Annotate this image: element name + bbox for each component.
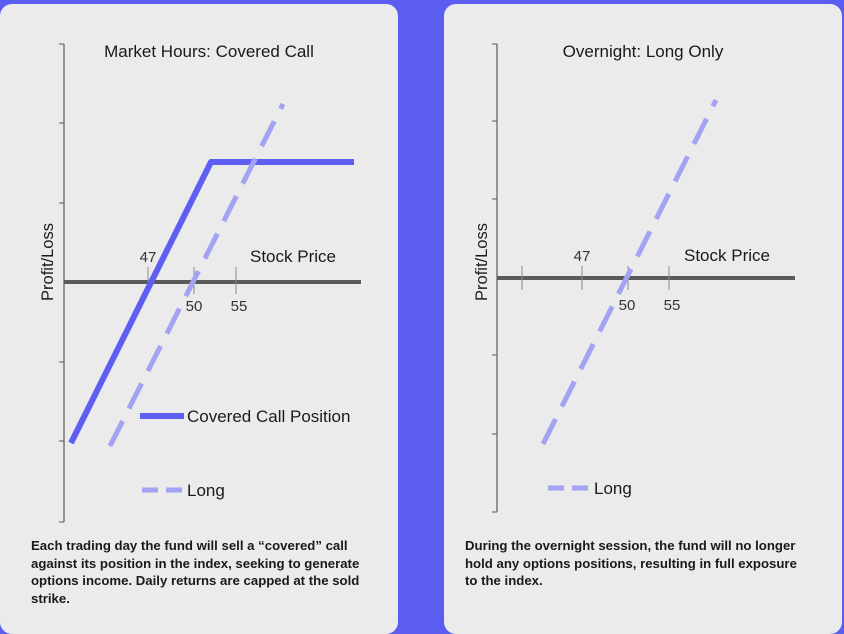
series-long [540,98,719,446]
x-tick-label-50: 50 [186,298,203,315]
series-long [107,102,286,448]
chart-market-hours: Market Hours: Covered Call Profit/Loss 4… [39,42,361,523]
x-tick-label-47: 47 [140,249,157,266]
caption-overnight: During the overnight session, the fund w… [465,538,797,588]
series-covered-call [68,159,354,445]
legend-label-long: Long [594,479,632,498]
legend-label-covered-call: Covered Call Position [187,407,350,426]
panel-overnight: Overnight: Long Only Profit/Loss 47 50 5… [444,4,842,634]
panel-market-hours: Market Hours: Covered Call Profit/Loss 4… [0,4,398,634]
y-axis-label: Profit/Loss [39,223,57,301]
chart-title: Overnight: Long Only [563,42,724,61]
x-tick-label-55: 55 [664,297,681,314]
caption-market-hours: Each trading day the fund will sell a “c… [31,538,360,606]
x-tick-label-47: 47 [574,248,591,265]
chart-title: Market Hours: Covered Call [104,42,314,61]
y-ticks [492,43,497,513]
y-axis-label: Profit/Loss [473,223,491,301]
x-axis-label: Stock Price [684,246,770,265]
x-tick-label-50: 50 [619,297,636,314]
legend-label-long: Long [187,481,225,500]
y-ticks [59,43,64,523]
x-tick-label-55: 55 [231,298,248,315]
chart-overnight: Overnight: Long Only Profit/Loss 47 50 5… [473,42,795,513]
x-axis-label: Stock Price [250,247,336,266]
